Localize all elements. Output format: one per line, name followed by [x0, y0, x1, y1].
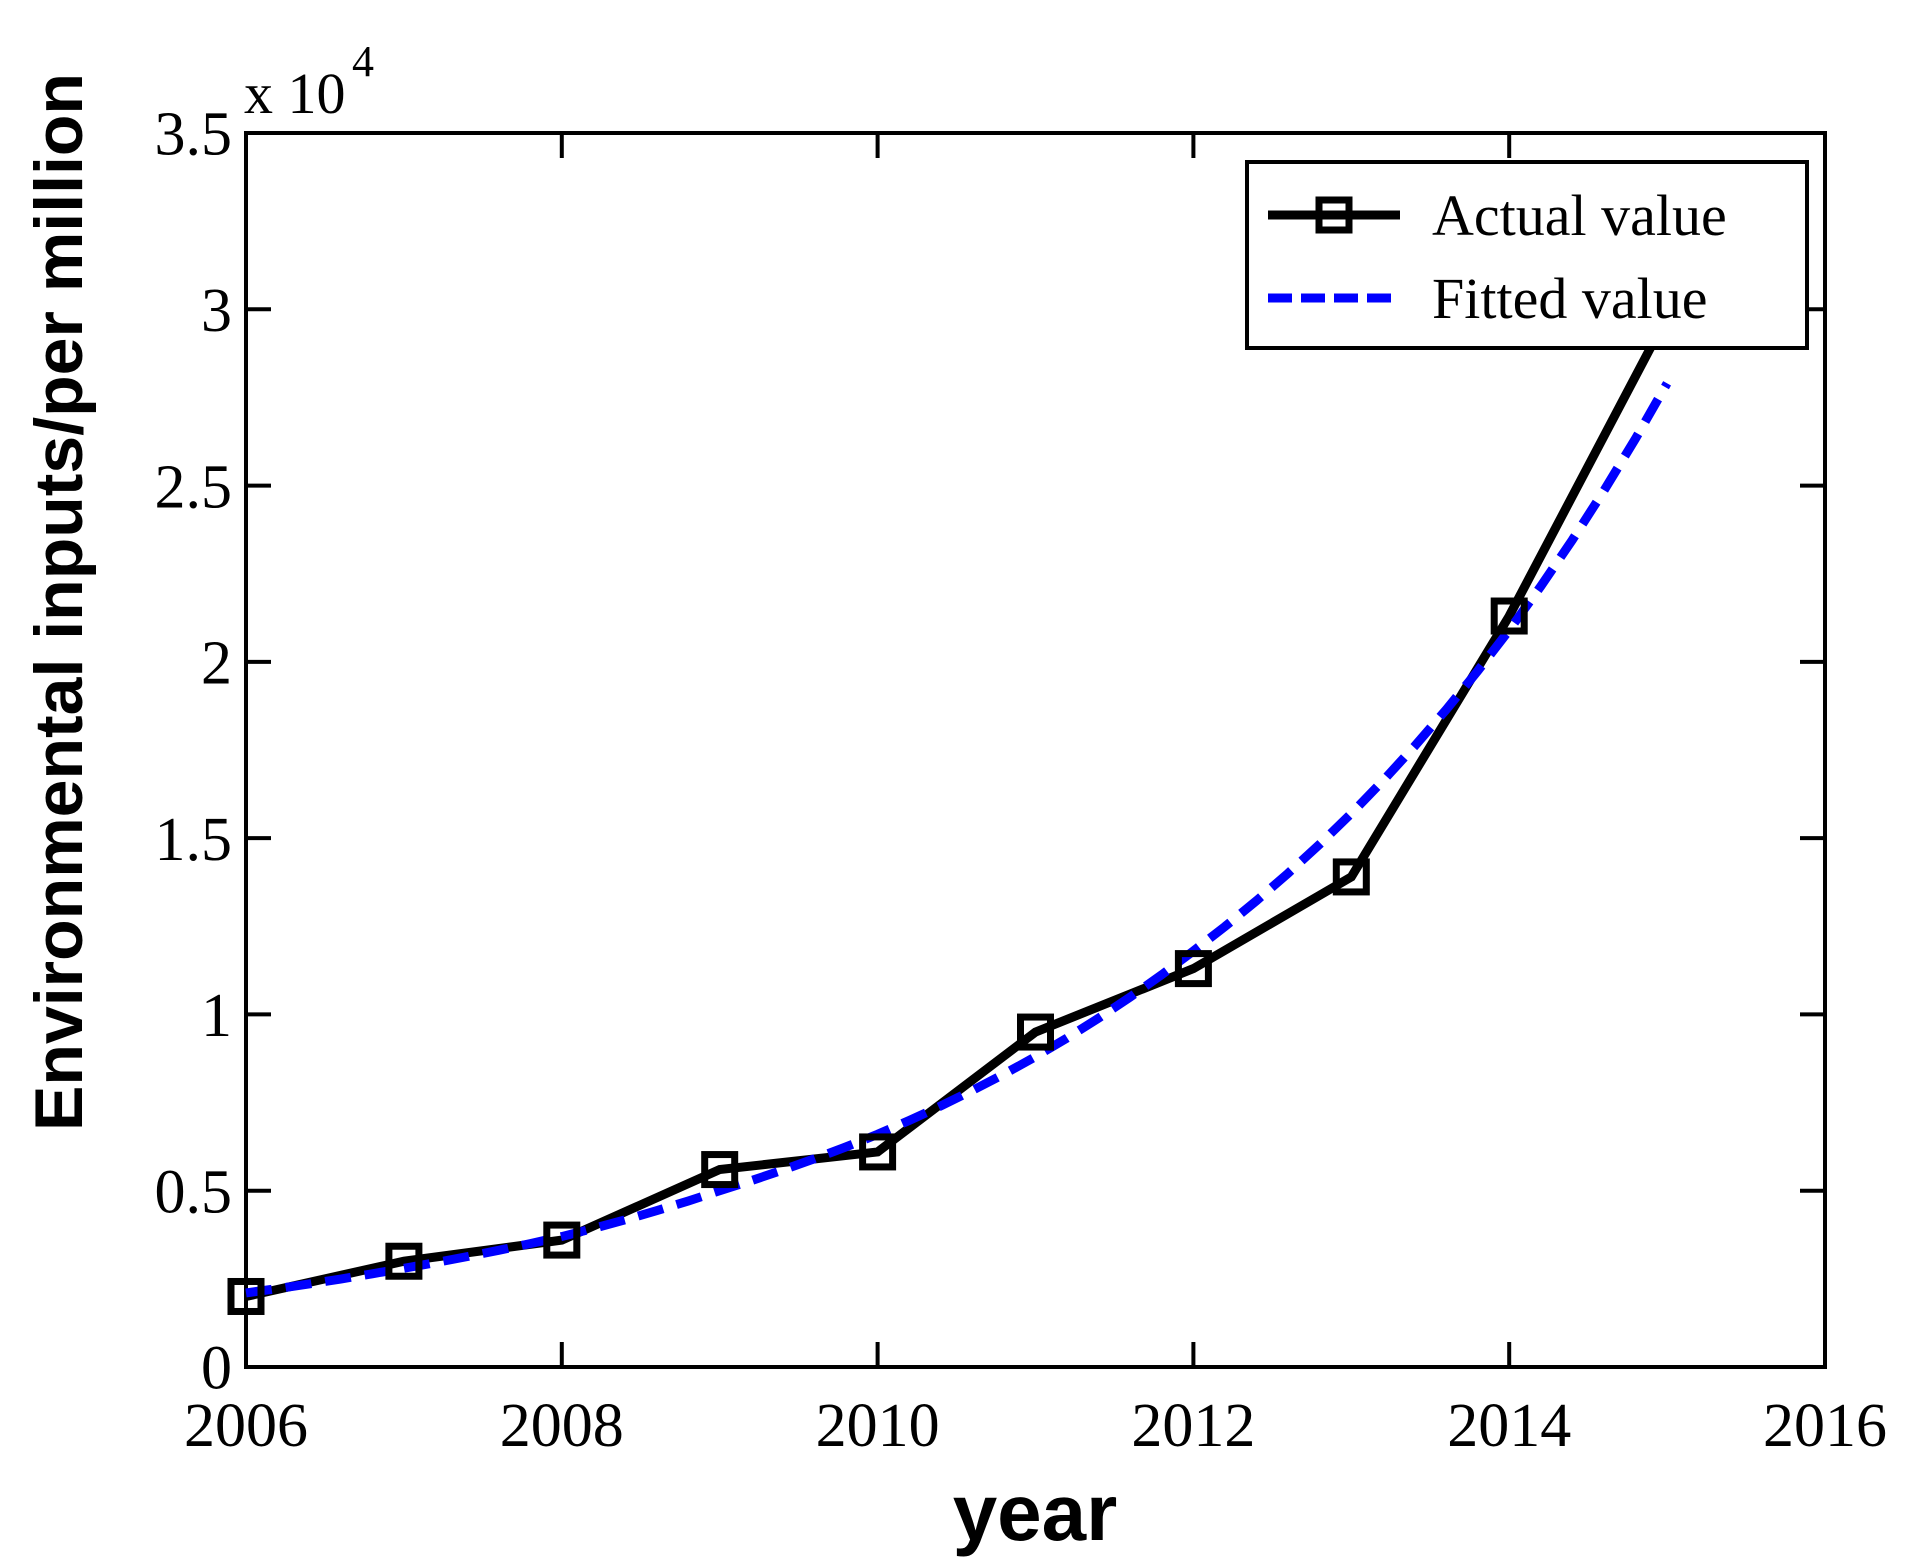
x-tick-label: 2012	[1131, 1392, 1255, 1460]
y-tick-label: 0	[201, 1335, 232, 1403]
x-tick-labels: 2006 2008 2010 2012 2014 2016	[184, 1392, 1887, 1460]
legend-actual-label: Actual value	[1432, 183, 1727, 248]
x-tick-label: 2008	[500, 1392, 624, 1460]
y-tick-label: 3	[201, 277, 232, 345]
axis-ticks	[244, 131, 1827, 1369]
actual-data-marker	[1017, 1013, 1054, 1051]
legend-fitted-label: Fitted value	[1432, 266, 1707, 331]
x-axis-label: year	[953, 1468, 1118, 1557]
actual-data-marker	[1174, 950, 1212, 988]
y-tick-label: 2.5	[155, 453, 233, 521]
actual-data-marker	[859, 1133, 897, 1171]
data-series	[227, 297, 1686, 1315]
legend-actual-marker-sample	[1315, 196, 1353, 234]
x-tick-label: 2010	[816, 1392, 940, 1460]
y-axis-label: Environmental inputs/per million	[21, 73, 97, 1131]
actual-data-marker	[1490, 597, 1528, 635]
y-axis-exponent-power: 4	[352, 37, 374, 86]
y-tick-label: 0.5	[155, 1158, 233, 1226]
y-tick-label: 3.5	[155, 101, 233, 169]
x-tick-label: 2014	[1447, 1392, 1571, 1460]
legend: Actual value Fitted value	[1245, 160, 1809, 350]
actual-data-marker	[543, 1221, 581, 1259]
fitted-series-line	[245, 381, 1672, 1298]
actual-data-marker	[701, 1151, 739, 1189]
plot-area	[244, 131, 1827, 1369]
y-tick-label: 1.5	[155, 806, 233, 874]
x-tick-label: 2016	[1763, 1392, 1887, 1460]
actual-data-marker	[227, 1277, 265, 1315]
legend-box	[1245, 160, 1809, 350]
y-tick-label: 2	[201, 630, 232, 698]
actual-data-marker	[1332, 858, 1370, 896]
y-axis-exponent: x 10	[244, 61, 346, 126]
x-tick-label: 2006	[184, 1392, 308, 1460]
y-tick-labels: 0 0.5 1 1.5 2 2.5 3 3.5	[155, 101, 233, 1403]
y-tick-label: 1	[201, 982, 232, 1050]
actual-series-line	[245, 314, 1672, 1301]
actual-data-marker	[385, 1242, 423, 1280]
